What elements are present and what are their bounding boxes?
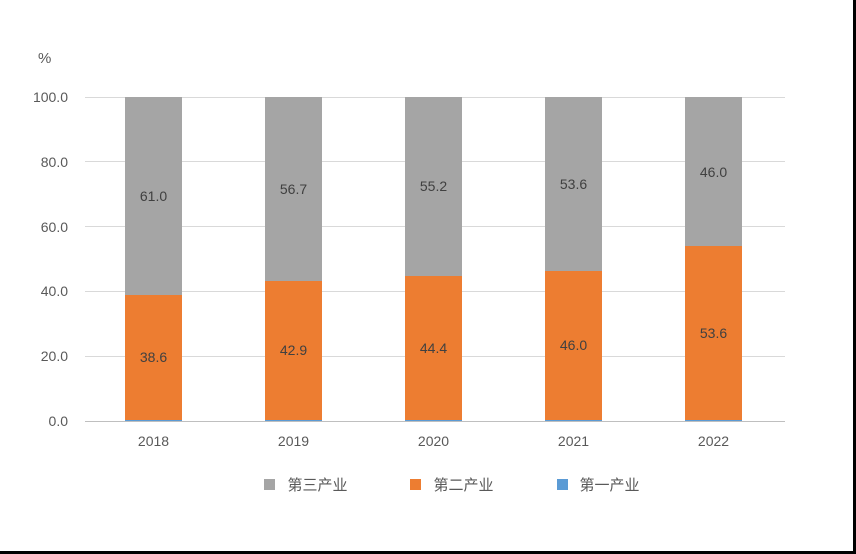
data-label: 61.0 [139, 187, 168, 204]
bar-segment [265, 419, 322, 421]
bar-2020: 44.4 55.2 [405, 97, 462, 421]
legend-label: 第二产业 [433, 477, 494, 494]
legend-marker-icon [410, 479, 422, 490]
bar-2021: 46.0 53.6 [545, 97, 602, 421]
legend-item[interactable]: 第一产业 [556, 474, 640, 495]
legend-item[interactable]: 第三产业 [264, 474, 347, 495]
bar-segment: 42.9 [265, 280, 322, 420]
bar-segment [545, 419, 602, 421]
legend-item[interactable]: 第二产业 [410, 474, 494, 495]
plot-area: 38.6 61.0 42.9 56.7 44.4 55.2 46.0 53.6 53.6 46.0 [85, 96, 785, 422]
legend-marker-icon [556, 479, 568, 490]
bar-segment: 46.0 [545, 270, 602, 420]
y-axis-tick-label: 100.0 [32, 89, 68, 105]
y-axis-tick-label: 20.0 [40, 348, 68, 365]
bar-segment: 38.6 [125, 294, 182, 420]
legend-marker-icon [264, 479, 276, 490]
data-label: 46.0 [559, 337, 588, 354]
y-axis-tick-label: 80.0 [40, 153, 68, 170]
data-label: 44.4 [419, 339, 448, 356]
bar-2018: 38.6 61.0 [125, 97, 182, 421]
data-label: 42.9 [279, 342, 308, 359]
x-axis-tick-label: 2021 [557, 433, 590, 449]
data-label: 53.6 [559, 175, 588, 192]
bar-segment: 46.0 [685, 97, 742, 247]
bar-segment: 44.4 [405, 275, 462, 420]
bar-2022: 53.6 46.0 [685, 97, 742, 421]
x-axis-tick-label: 2022 [697, 433, 730, 449]
y-axis-tick-label: 40.0 [40, 283, 68, 300]
y-axis-tick-label: 0.0 [48, 413, 68, 429]
legend: 第三产业 第二产业 第一产业 [0, 474, 853, 495]
bar-segment: 53.6 [685, 246, 742, 420]
data-label: 46.0 [699, 163, 728, 180]
y-axis-unit-label: % [38, 50, 52, 67]
bar-segment [125, 419, 182, 421]
bar-segment: 55.2 [405, 97, 462, 276]
bar-segment: 53.6 [545, 97, 602, 271]
y-axis-tick-label: 60.0 [40, 218, 68, 235]
x-axis-tick-label: 2019 [277, 433, 310, 449]
legend-label: 第一产业 [579, 477, 640, 494]
gridline [85, 96, 785, 98]
bar-segment [685, 419, 742, 421]
bar-segment: 56.7 [265, 97, 322, 281]
data-label: 53.6 [699, 324, 728, 341]
bar-segment: 61.0 [125, 97, 182, 295]
data-label: 56.7 [279, 180, 308, 197]
bar-2019: 42.9 56.7 [265, 97, 322, 421]
x-axis-tick-label: 2018 [137, 433, 170, 449]
x-axis-tick-label: 2020 [417, 433, 450, 449]
x-axis-line [85, 420, 785, 422]
bar-segment [405, 419, 462, 421]
data-label: 55.2 [419, 178, 448, 195]
data-label: 38.6 [139, 349, 168, 366]
legend-label: 第三产业 [287, 477, 348, 494]
